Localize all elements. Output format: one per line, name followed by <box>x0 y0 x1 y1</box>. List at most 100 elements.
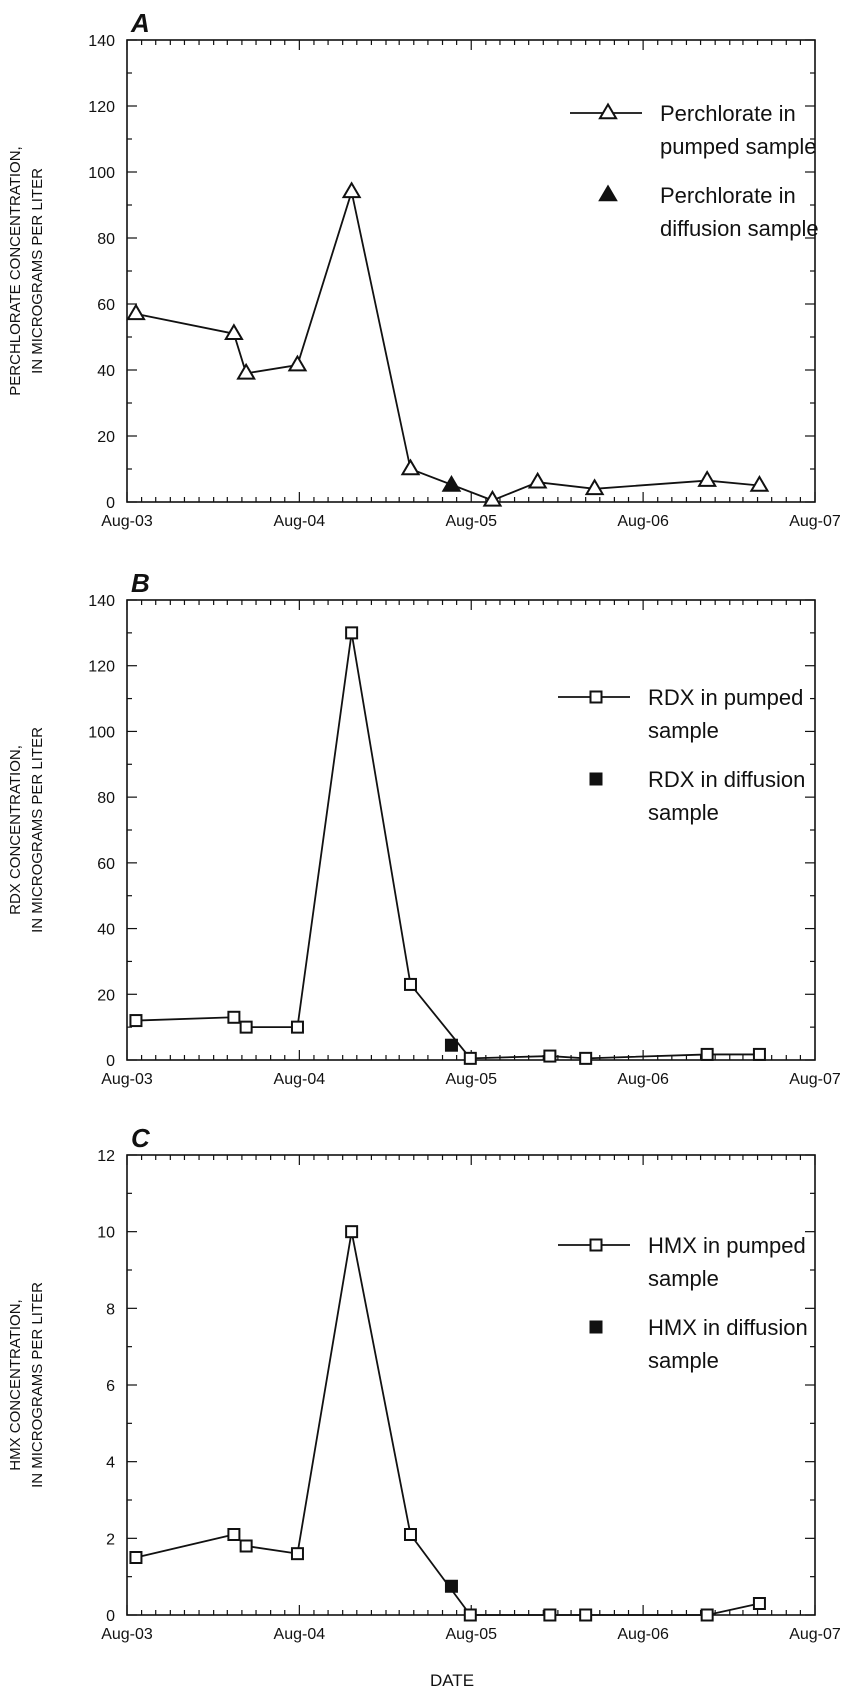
panel-b-pumped-point <box>129 1014 143 1028</box>
panel-a-legend-marker <box>598 184 618 202</box>
panel-c-legend-label: HMX in diffusion <box>648 1315 808 1340</box>
panel-b-legend-marker <box>589 690 603 704</box>
panel-c-pumped-point <box>227 1528 241 1541</box>
panel-b-y-tick-label: 120 <box>88 659 115 676</box>
panel-c-y-tick-label: 2 <box>106 1531 115 1548</box>
panel-a-y-tick-label: 0 <box>106 495 115 512</box>
panel-a-legend-label: diffusion sample <box>660 216 819 241</box>
panel-c-x-tick-label: Aug-06 <box>617 1626 669 1643</box>
panel-c-y-tick-label: 12 <box>97 1148 115 1165</box>
panel-a-pumped-point <box>749 475 770 492</box>
panel-a-pumped-point <box>584 478 605 496</box>
panel-b-pumped-point <box>403 977 417 991</box>
panel-c-y-axis-label: HMX CONCENTRATION, <box>7 1299 24 1470</box>
panel-c-pumped-point <box>752 1597 766 1610</box>
panel-b-y-axis-label: RDX CONCENTRATION, <box>7 745 24 915</box>
panel-c-x-tick-label: Aug-04 <box>274 1626 326 1643</box>
panel-a-diffusion-point <box>441 475 462 492</box>
panel-c-x-tick-label: Aug-05 <box>445 1626 497 1643</box>
panel-a-legend-marker <box>598 102 618 120</box>
panel-c-legend-marker <box>589 1238 603 1252</box>
panel-b-x-tick-label: Aug-06 <box>617 1071 669 1088</box>
panel-b-y-tick-label: 40 <box>97 922 115 939</box>
panel-b-pumped-point <box>579 1051 593 1065</box>
panel-b-y-tick-label: 80 <box>97 790 115 807</box>
panel-a-pumped-point <box>287 354 308 372</box>
panel-b-legend-label: RDX in diffusion <box>648 767 805 792</box>
x-axis-label: DATE <box>430 1671 474 1690</box>
panel-c-x-tick-label: Aug-07 <box>789 1626 841 1643</box>
panel-c-y-tick-label: 10 <box>97 1225 115 1242</box>
panel-c-pumped-point <box>403 1528 417 1541</box>
panel-c-y-tick-label: 4 <box>106 1455 115 1472</box>
panel-c-pumped-point <box>345 1225 359 1239</box>
panel-b-y-tick-label: 20 <box>97 987 115 1004</box>
panel-a-legend-label: Perchlorate in <box>660 101 796 126</box>
panel-a-pumped-point <box>400 458 421 476</box>
panel-c-y-tick-label: 6 <box>106 1378 115 1395</box>
panel-c-pumped-point <box>463 1608 477 1622</box>
panel-c-legend-marker <box>589 1320 603 1334</box>
panel-a-x-tick-label: Aug-04 <box>274 513 326 530</box>
panel-b-y-axis-label: IN MICROGRAMS PER LITER <box>29 727 46 933</box>
panel-a-y-tick-label: 80 <box>97 231 115 248</box>
panel-b-y-tick-label: 100 <box>88 724 115 741</box>
panel-b-pumped-point <box>463 1051 477 1065</box>
panel-c-pumped-point <box>700 1608 714 1622</box>
panel-c-legend-label: sample <box>648 1266 719 1291</box>
panel-b-pumped-point <box>239 1020 253 1034</box>
panel-b-x-tick-label: Aug-05 <box>445 1071 497 1088</box>
panel-c-y-axis-label: IN MICROGRAMS PER LITER <box>29 1282 46 1488</box>
panel-b-x-tick-label: Aug-03 <box>101 1071 153 1088</box>
panel-a-y-tick-label: 100 <box>88 165 115 182</box>
panel-b-diffusion-point <box>444 1038 458 1052</box>
panel-a-pumped-point <box>527 471 548 489</box>
panel-a-y-axis-label: IN MICROGRAMS PER LITER <box>29 168 46 374</box>
panel-a-x-tick-label: Aug-05 <box>445 513 497 530</box>
panel-a-x-tick-label: Aug-06 <box>617 513 669 530</box>
panel-c-pumped-point <box>239 1539 253 1553</box>
panel-b-x-tick-label: Aug-04 <box>274 1071 326 1088</box>
panel-c-plot-frame <box>126 1154 816 1616</box>
panel-a-y-tick-label: 60 <box>97 297 115 314</box>
panel-a-letter: A <box>130 8 150 38</box>
panel-c-y-tick-label: 8 <box>106 1301 115 1318</box>
panel-a-y-tick-label: 20 <box>97 429 115 446</box>
panel-c-x-tick-label: Aug-03 <box>101 1626 153 1643</box>
panel-a-y-tick-label: 40 <box>97 363 115 380</box>
panel-b-pumped-point <box>345 626 359 640</box>
panel-b-y-tick-label: 140 <box>88 593 115 610</box>
panel-a-x-tick-label: Aug-07 <box>789 513 841 530</box>
panel-b-letter: B <box>131 568 150 598</box>
panel-b-legend-label: sample <box>648 718 719 743</box>
panel-a-y-tick-label: 140 <box>88 33 115 50</box>
panel-b-plot-frame <box>126 599 816 1061</box>
panel-c-pumped-point <box>290 1547 304 1561</box>
panel-b-y-tick-label: 0 <box>106 1053 115 1070</box>
panel-a-pumped-point <box>236 362 256 380</box>
panel-c-letter: C <box>131 1123 151 1153</box>
panel-b-legend-label: sample <box>648 800 719 825</box>
panel-b-pumped-point <box>700 1047 714 1061</box>
panel-a-pumped-point <box>482 489 503 507</box>
panel-c-pumped-point <box>579 1608 593 1622</box>
panel-b-pumped-point <box>752 1047 766 1061</box>
panel-a-pumped-point <box>224 323 244 340</box>
panel-a-pumped-point <box>341 181 362 199</box>
panel-a-y-axis-label: PERCHLORATE CONCENTRATION, <box>7 146 24 395</box>
panel-b-y-tick-label: 60 <box>97 856 115 873</box>
panel-b-pumped-point <box>290 1020 304 1034</box>
panel-b-x-tick-label: Aug-07 <box>789 1071 841 1088</box>
panel-a-x-tick-label: Aug-03 <box>101 513 153 530</box>
panel-a-y-tick-label: 120 <box>88 99 115 116</box>
panel-a-legend-label: Perchlorate in <box>660 183 796 208</box>
panel-c-pumped-point <box>543 1608 557 1622</box>
panel-c-legend-label: sample <box>648 1348 719 1373</box>
panel-b-legend-label: RDX in pumped <box>648 685 803 710</box>
panel-c-pumped-point <box>129 1551 143 1564</box>
panel-a-pumped-point <box>697 470 717 487</box>
panel-c-y-tick-label: 0 <box>106 1608 115 1625</box>
panel-c-legend-label: HMX in pumped <box>648 1233 806 1258</box>
panel-a-pumped-point <box>126 303 146 321</box>
